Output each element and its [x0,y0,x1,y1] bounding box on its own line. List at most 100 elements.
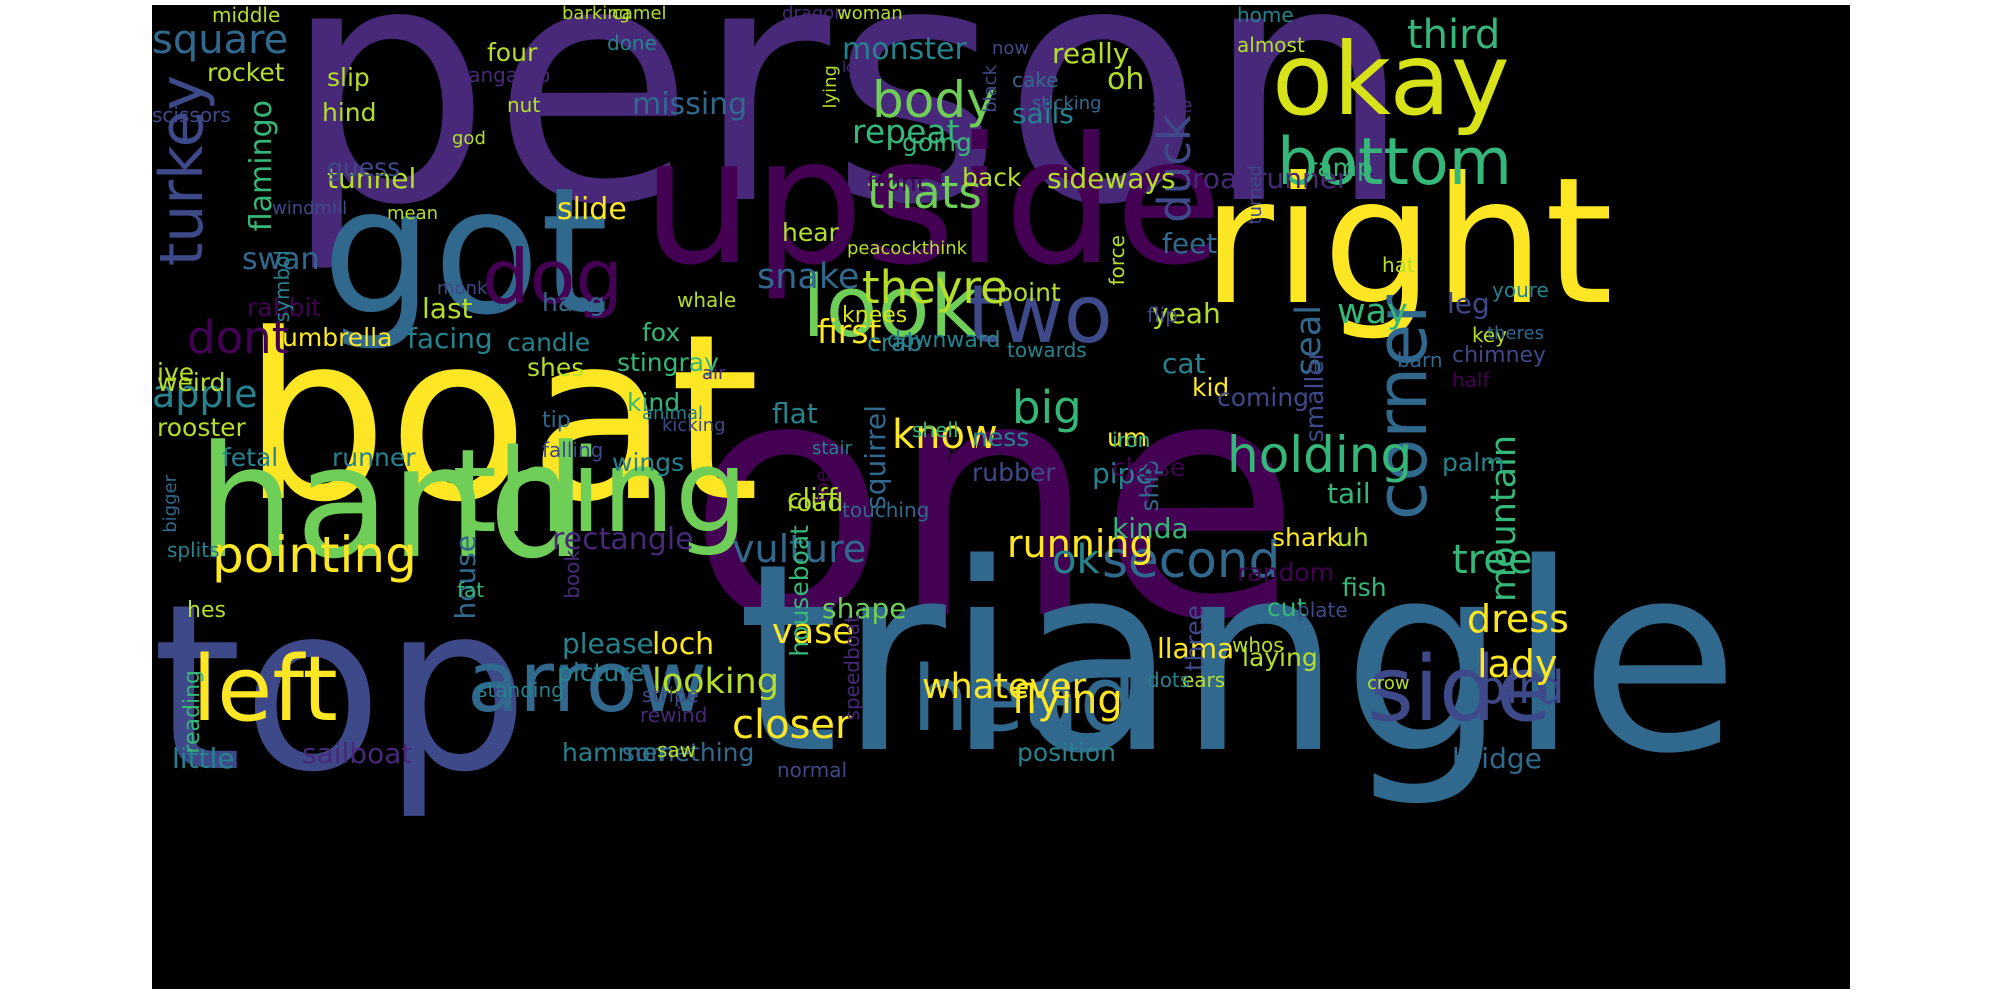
word-cloud-word: something [622,738,755,767]
word-cloud-word: kangaroo [457,63,551,87]
word-cloud-word: hind [322,98,377,127]
word-cloud-word: yeah [1152,297,1221,330]
word-cloud-word: normal [777,758,848,782]
word-cloud-word: pipe [1092,457,1153,490]
word-cloud-word: little [172,742,235,775]
word-cloud-word: shell [912,418,959,442]
word-cloud-word: monster [842,32,967,67]
word-cloud-word: shark [1272,523,1341,552]
word-cloud-word: rooster [157,413,246,442]
word-cloud-word: roadrunner [1192,162,1349,195]
word-cloud-word: candle [507,328,591,357]
word-cloud-word: way [1337,292,1408,332]
word-cloud-word: hammer [562,738,668,767]
word-cloud-word: fox [642,318,681,347]
word-cloud-word: rubber [972,458,1056,487]
word-cloud-word: kinda [1112,512,1189,545]
word-cloud-word: hes [187,598,226,623]
word-cloud-word: done [607,31,657,55]
word-cloud-word: feet [1162,227,1218,260]
word-cloud-word: two [967,268,1113,361]
word-cloud-word: dont [187,311,290,364]
word-cloud-word: flat [772,397,818,430]
word-cloud-word: flip [1147,303,1178,327]
word-cloud-word: rectangle [552,522,694,557]
word-cloud-word: three [1180,605,1209,672]
word-cloud-word: toe [810,470,834,503]
word-cloud-word: ive [157,358,195,387]
word-cloud-word: going [902,128,972,157]
word-cloud-word: apple [152,372,258,416]
word-cloud-word: book [560,550,584,599]
word-cloud-word: sailboat [302,737,413,770]
word-cloud-word: guess [327,153,401,182]
word-cloud-word: home [1237,5,1294,27]
word-cloud-word: know [892,412,998,458]
word-cloud-word: holding [1227,426,1413,484]
word-cloud-word: coming [1217,383,1310,412]
word-cloud-word: sideways [1047,162,1176,195]
word-cloud-word: theyre [862,261,1008,314]
word-cloud-word: first [817,312,882,351]
word-cloud-word: bigger [160,475,181,533]
word-cloud-word: one [687,308,1302,692]
word-cloud-word: well [947,443,983,464]
word-cloud-word: shes [527,353,585,382]
word-cloud-word: splits [167,538,220,562]
word-cloud-word: youre [1492,278,1549,302]
word-cloud-word: rocket [207,58,285,87]
word-cloud-word: hat [1382,253,1415,277]
word-cloud-word: barking [562,5,631,24]
word-cloud-word: whos [1232,633,1284,657]
word-cloud-word: crab [867,328,923,357]
word-cloud-word: tail [1327,477,1371,510]
word-cloud-word: triangle [737,509,1740,811]
word-cloud-word: upside [642,101,1223,304]
word-cloud-word: lying [820,65,841,109]
word-cloud-word: weird [157,368,226,397]
word-cloud-word: arrow [467,633,708,732]
word-cloud-word: bottom [1277,125,1513,200]
word-cloud-word: woman [837,5,903,24]
word-cloud-word: vase [772,612,854,652]
word-cloud-word: bridge [1452,742,1542,775]
word-cloud-word: ears [1182,668,1226,692]
word-cloud-word: wings [612,448,685,477]
word-cloud-word: facing [407,322,493,355]
word-cloud-word: middle [212,5,281,27]
word-cloud-word: palm [1442,448,1505,477]
word-cloud-word: lady [1477,642,1558,686]
word-cloud-word: saw [657,738,697,762]
word-cloud-word: sale [1152,93,1193,117]
word-cloud-word: square [152,17,289,63]
word-cloud-word: missing [632,87,748,122]
word-cloud-word: touching [842,498,930,522]
word-cloud-word: front [867,168,927,197]
word-cloud-word: runner [332,443,416,472]
word-cloud-word: rabbit [247,293,322,322]
word-cloud-word: air [702,363,726,384]
word-cloud-word: smaller [1300,350,1329,443]
word-cloud-word: got [322,151,609,354]
word-cloud-word: knees [842,303,908,328]
word-cloud-word: ness [972,423,1030,452]
word-cloud-word: repeat [852,112,960,151]
word-cloud-word: speedboat [840,615,864,721]
word-cloud-word: closer [732,702,852,748]
word-cloud-word: standing [477,678,564,702]
word-cloud-word: loch [652,627,715,662]
word-cloud-word: whale [677,288,737,312]
word-cloud-word: sails [1012,97,1074,130]
word-cloud-word: key [1472,323,1508,347]
word-cloud-word: chase [1112,453,1186,482]
word-cloud-word: ok [1052,537,1100,583]
word-cloud-word: rewind [640,703,708,727]
word-cloud-word: peacockthink [847,238,968,259]
word-cloud-word: almost [1237,33,1305,57]
word-cloud-word: running [1007,522,1154,566]
word-cloud-word: boat [242,286,760,553]
word-cloud-word: third [1407,12,1501,58]
word-cloud-word: camel [612,5,667,24]
word-cloud-word: force [1105,235,1129,286]
word-cloud-word: hang [542,288,605,317]
